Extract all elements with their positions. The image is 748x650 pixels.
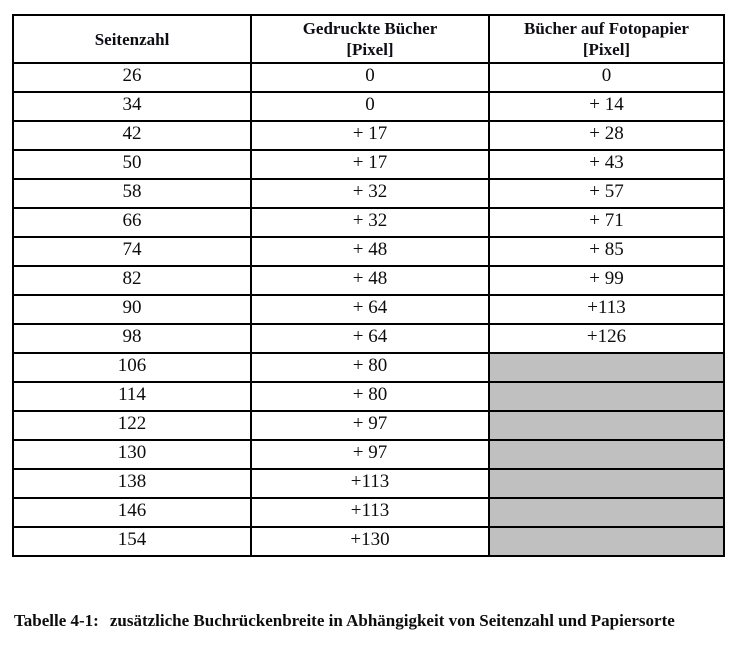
page-count-cell: 138 xyxy=(12,468,252,499)
page-count-cell: 130 xyxy=(12,439,252,470)
photo-paper-cell xyxy=(488,352,725,383)
table-row: 50 + 17 + 43 xyxy=(12,149,725,180)
photo-paper-cell xyxy=(488,439,725,470)
printed-books-cell: + 48 xyxy=(250,265,490,296)
photo-paper-cell xyxy=(488,526,725,557)
printed-books-cell: + 64 xyxy=(250,294,490,325)
table-row: 74 + 48 + 85 xyxy=(12,236,725,267)
page-count-cell: 74 xyxy=(12,236,252,267)
page-count-cell: 98 xyxy=(12,323,252,354)
photo-paper-cell: + 71 xyxy=(488,207,725,238)
table-row: 146 +113 xyxy=(12,497,725,528)
header-unit: [Pixel] xyxy=(582,40,631,59)
page-count-cell: 34 xyxy=(12,91,252,122)
photo-paper-cell: + 85 xyxy=(488,236,725,267)
table-row: 98 + 64 +126 xyxy=(12,323,725,354)
printed-books-cell: + 32 xyxy=(250,178,490,209)
page-count-cell: 58 xyxy=(12,178,252,209)
table-row: 154 +130 xyxy=(12,526,725,557)
header-title: Gedruckte Bücher xyxy=(302,19,438,38)
page-count-cell: 90 xyxy=(12,294,252,325)
photo-paper-cell: + 28 xyxy=(488,120,725,151)
page-count-cell: 50 xyxy=(12,149,252,180)
printed-books-cell: + 80 xyxy=(250,352,490,383)
printed-books-cell: 0 xyxy=(250,62,490,93)
printed-books-cell: + 17 xyxy=(250,149,490,180)
table-row: 42 + 17 + 28 xyxy=(12,120,725,151)
table-row: 122 + 97 xyxy=(12,410,725,441)
page-count-cell: 146 xyxy=(12,497,252,528)
table-row: 130 + 97 xyxy=(12,439,725,470)
table-row: 58 + 32 + 57 xyxy=(12,178,725,209)
printed-books-cell: + 48 xyxy=(250,236,490,267)
printed-books-cell: + 32 xyxy=(250,207,490,238)
printed-books-cell: + 97 xyxy=(250,410,490,441)
header-title: Bücher auf Fotopapier xyxy=(524,19,689,38)
page-count-cell: 154 xyxy=(12,526,252,557)
printed-books-cell: + 97 xyxy=(250,439,490,470)
page-count-cell: 26 xyxy=(12,62,252,93)
header-gedruckte-buecher: Gedruckte Bücher [Pixel] xyxy=(250,14,490,64)
table-row: 82 + 48 + 99 xyxy=(12,265,725,296)
table-row: 90 + 64 +113 xyxy=(12,294,725,325)
printed-books-cell: + 64 xyxy=(250,323,490,354)
photo-paper-cell: +113 xyxy=(488,294,725,325)
table-row: 26 0 0 xyxy=(12,62,725,93)
page-count-cell: 122 xyxy=(12,410,252,441)
table-row: 34 0 + 14 xyxy=(12,91,725,122)
header-fotopapier: Bücher auf Fotopapier [Pixel] xyxy=(488,14,725,64)
printed-books-cell: + 80 xyxy=(250,381,490,412)
photo-paper-cell: +126 xyxy=(488,323,725,354)
table-body: 26 0 0 34 0 + 14 42 + 17 + 28 50 + 17 + 43 58 + 32 + 5… xyxy=(12,62,725,557)
photo-paper-cell: 0 xyxy=(488,62,725,93)
photo-paper-cell: + 99 xyxy=(488,265,725,296)
printed-books-cell: + 17 xyxy=(250,120,490,151)
table-caption: Tabelle 4-1: zusätzliche Buchrückenbreite… xyxy=(14,610,744,632)
printed-books-cell: +113 xyxy=(250,468,490,499)
table-row: 106 + 80 xyxy=(12,352,725,383)
photo-paper-cell: + 43 xyxy=(488,149,725,180)
photo-paper-cell xyxy=(488,497,725,528)
page-count-cell: 82 xyxy=(12,265,252,296)
table-row: 66 + 32 + 71 xyxy=(12,207,725,238)
table-caption-text: zusätzliche Buchrückenbreite in Abhängig… xyxy=(109,611,675,630)
spine-width-table: Seitenzahl Gedruckte Bücher [Pixel] Büch… xyxy=(12,14,725,557)
header-seitenzahl: Seitenzahl xyxy=(12,14,252,64)
table-caption-label: Tabelle 4-1: xyxy=(14,611,99,630)
photo-paper-cell xyxy=(488,381,725,412)
printed-books-cell: +130 xyxy=(250,526,490,557)
page-count-cell: 106 xyxy=(12,352,252,383)
page-count-cell: 66 xyxy=(12,207,252,238)
photo-paper-cell xyxy=(488,410,725,441)
header-unit: [Pixel] xyxy=(346,40,394,59)
table-header-row: Seitenzahl Gedruckte Bücher [Pixel] Büch… xyxy=(12,14,725,64)
table-row: 114 + 80 xyxy=(12,381,725,412)
photo-paper-cell: + 14 xyxy=(488,91,725,122)
photo-paper-cell xyxy=(488,468,725,499)
page-count-cell: 42 xyxy=(12,120,252,151)
header-title: Seitenzahl xyxy=(94,29,170,49)
table-row: 138 +113 xyxy=(12,468,725,499)
printed-books-cell: 0 xyxy=(250,91,490,122)
printed-books-cell: +113 xyxy=(250,497,490,528)
page-count-cell: 114 xyxy=(12,381,252,412)
photo-paper-cell: + 57 xyxy=(488,178,725,209)
